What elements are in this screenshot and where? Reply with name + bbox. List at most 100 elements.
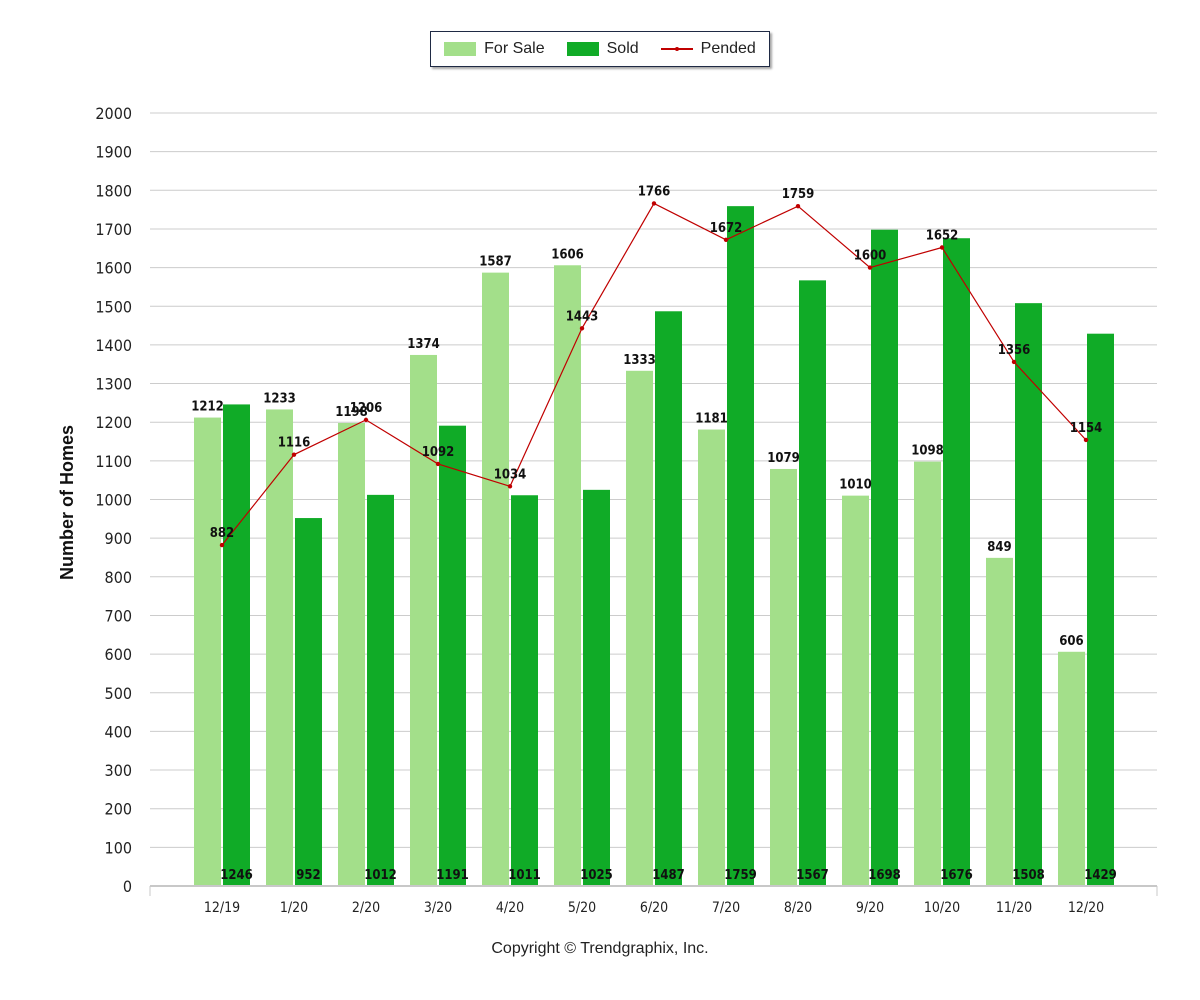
legend-label-pended: Pended <box>700 40 756 57</box>
y-tick-label: 1300 <box>95 375 132 394</box>
pended-point <box>651 201 657 206</box>
y-axis-label: Number of Homes <box>57 425 77 580</box>
x-tick-label: 1/20 <box>280 900 308 916</box>
pended-point <box>1011 359 1017 365</box>
bar-for-sale <box>1058 651 1085 886</box>
y-tick-label: 1400 <box>95 336 132 355</box>
legend-label-sold: Sold <box>606 40 639 57</box>
bar-sold <box>871 229 898 886</box>
pended-point <box>795 203 801 209</box>
bar-for-sale <box>410 354 437 887</box>
data-label-for-sale: 1181 <box>695 412 728 427</box>
data-label-sold: 1011 <box>508 868 541 883</box>
x-tick-label: 4/20 <box>496 900 524 916</box>
data-label-sold: 1025 <box>580 868 613 883</box>
data-label-pended: 1206 <box>350 401 383 416</box>
legend-swatch-pended <box>660 42 693 56</box>
legend-item-pended: Pended <box>660 40 756 58</box>
x-tick-label: 7/20 <box>712 900 740 916</box>
x-tick-label: 12/19 <box>204 900 240 916</box>
data-label-pended: 1356 <box>998 343 1031 358</box>
pended-point <box>579 326 585 331</box>
x-tick-label: 11/20 <box>996 900 1032 916</box>
x-tick-label: 10/20 <box>924 900 960 916</box>
y-tick-label: 1800 <box>95 181 132 200</box>
pended-point <box>867 265 873 270</box>
data-label-pended: 1092 <box>422 445 455 460</box>
data-label-for-sale: 1079 <box>767 451 800 466</box>
data-label-for-sale: 1606 <box>551 247 584 262</box>
pended-point <box>363 417 369 423</box>
bars-layer <box>194 206 1114 887</box>
bar-sold <box>799 280 826 886</box>
bar-sold <box>511 495 538 886</box>
bar-for-sale <box>194 417 221 886</box>
line-layer <box>219 201 1089 548</box>
y-tick-label: 800 <box>105 568 132 587</box>
pended-point <box>939 245 945 250</box>
axis-layer: 0 100 200 300 400 500 600 700 800 900 1000 1100 1200… <box>57 104 1158 916</box>
data-label-for-sale: 1010 <box>839 478 872 493</box>
y-tick-label: 900 <box>105 529 132 548</box>
data-label-for-sale: 1212 <box>191 400 224 415</box>
bar-for-sale <box>266 409 293 886</box>
bar-sold <box>943 238 970 886</box>
data-label-sold: 1508 <box>1012 868 1045 883</box>
data-label-sold: 1191 <box>436 868 469 883</box>
data-label-pended: 1600 <box>854 249 887 264</box>
y-tick-label: 400 <box>105 722 132 741</box>
data-label-pended: 1034 <box>494 467 527 482</box>
bar-sold <box>1087 333 1114 886</box>
bar-sold <box>583 489 610 886</box>
pended-point <box>219 542 225 548</box>
data-label-sold: 1676 <box>940 868 973 883</box>
data-label-sold: 1012 <box>364 868 397 883</box>
data-label-for-sale: 1233 <box>263 391 296 406</box>
y-tick-label: 1100 <box>95 452 132 471</box>
y-tick-label: 700 <box>105 606 132 625</box>
data-label-pended: 1766 <box>638 184 671 199</box>
bar-sold <box>727 206 754 887</box>
bar-sold <box>439 425 466 886</box>
x-tick-label: 3/20 <box>424 900 452 916</box>
y-tick-label: 300 <box>105 761 132 780</box>
labels-layer: 1212 1246 1233 952 1198 1012 1374 1191 1587 1011 1… <box>191 184 1117 883</box>
x-tick-label: 8/20 <box>784 900 812 916</box>
bar-sold <box>1015 303 1042 887</box>
y-tick-label: 0 <box>123 877 132 896</box>
x-tick-label: 6/20 <box>640 900 668 916</box>
bar-sold <box>223 404 250 886</box>
y-tick-label: 500 <box>105 684 132 703</box>
bar-for-sale <box>482 272 509 886</box>
x-tick-label: 5/20 <box>568 900 596 916</box>
data-label-pended: 1759 <box>782 187 815 202</box>
x-tick-label: 12/20 <box>1068 900 1104 916</box>
pended-point <box>723 237 729 242</box>
data-label-sold: 1246 <box>220 868 253 883</box>
legend-item-sold: Sold <box>566 40 639 58</box>
x-tick-label: 9/20 <box>856 900 884 916</box>
y-tick-label: 1200 <box>95 413 132 432</box>
bar-for-sale <box>626 370 653 886</box>
y-tick-label: 2000 <box>95 104 132 123</box>
y-tick-label: 1700 <box>95 220 132 239</box>
bar-for-sale <box>554 265 581 886</box>
bar-for-sale <box>842 495 869 886</box>
data-label-pended: 1672 <box>710 221 743 236</box>
data-label-pended: 1443 <box>566 309 599 324</box>
pended-point <box>1083 437 1089 443</box>
bar-for-sale <box>986 557 1013 886</box>
bar-for-sale <box>698 429 725 886</box>
data-label-sold: 1567 <box>796 868 829 883</box>
chart-legend: For Sale Sold Pended <box>430 31 770 67</box>
data-label-pended: 882 <box>210 526 234 541</box>
x-tick-label: 2/20 <box>352 900 380 916</box>
data-label-for-sale: 606 <box>1059 634 1083 649</box>
data-label-sold: 1698 <box>868 868 901 883</box>
y-tick-label: 600 <box>105 645 132 664</box>
copyright-text: Copyright © Trendgraphix, Inc. <box>491 940 709 957</box>
bar-for-sale <box>770 468 797 886</box>
data-label-pended: 1154 <box>1070 421 1103 436</box>
data-label-pended: 1652 <box>926 229 959 244</box>
